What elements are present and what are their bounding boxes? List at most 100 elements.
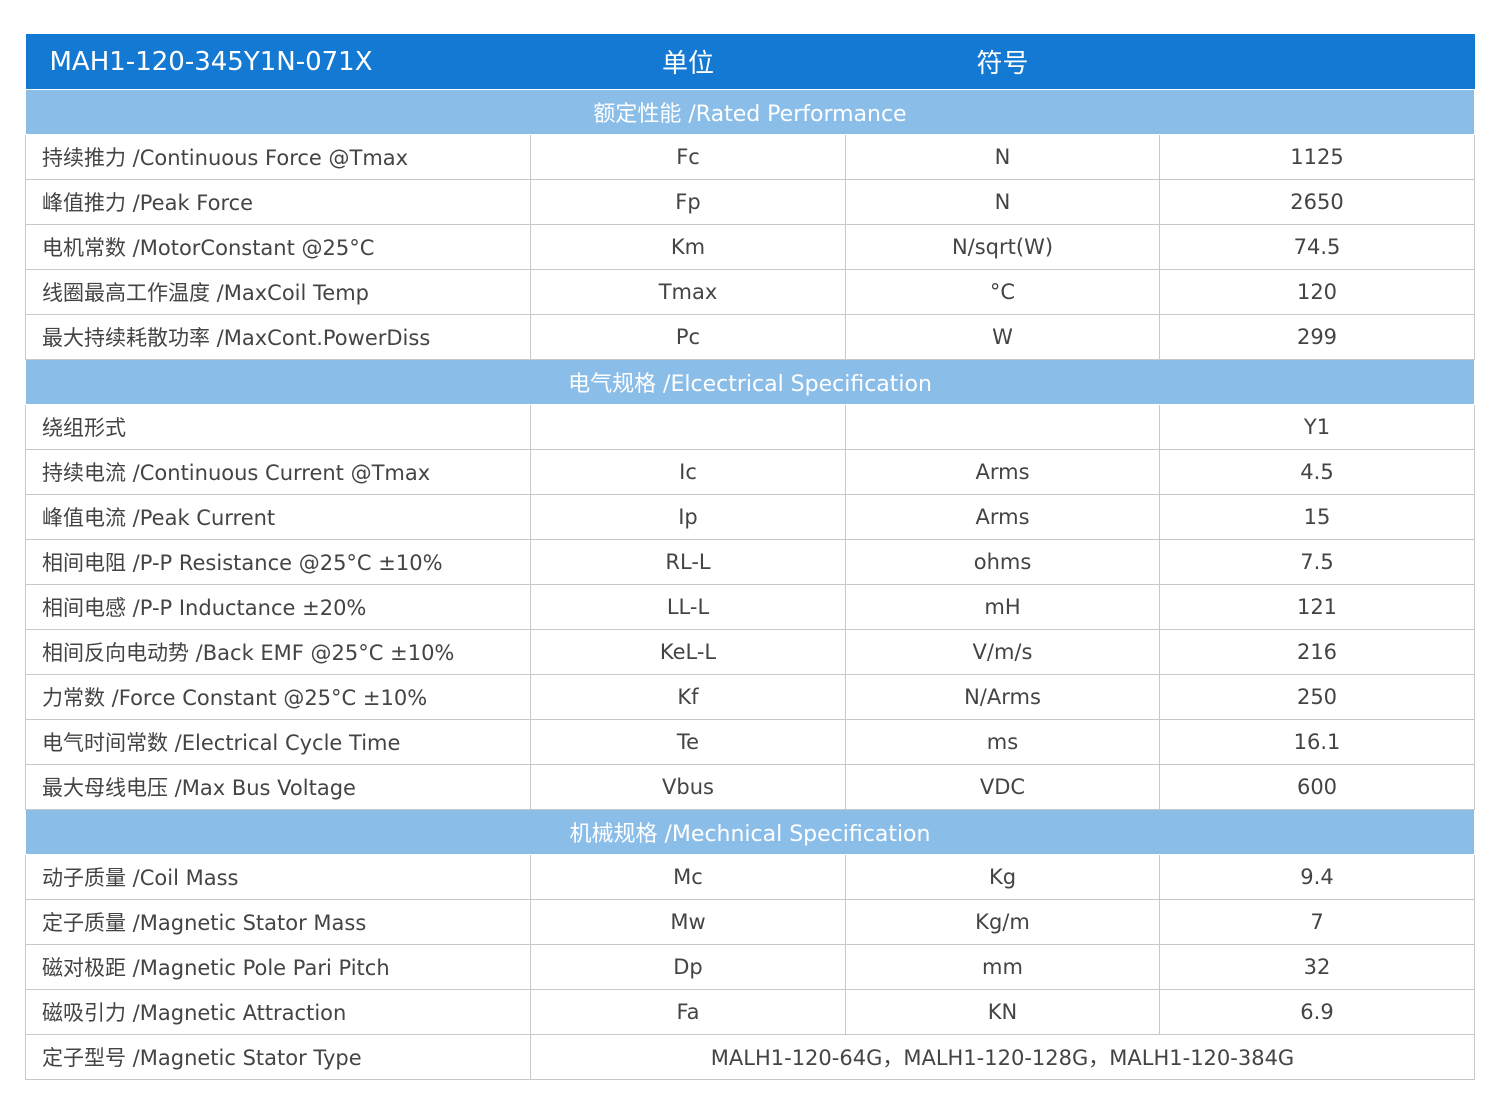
row-value: 2650 xyxy=(1159,179,1475,225)
stator-type-value: MALH1-120-64G，MALH1-120-128G，MALH1-120-3… xyxy=(530,1034,1475,1080)
row-symbol: Fa xyxy=(530,989,846,1035)
row-unit: Kg xyxy=(845,854,1160,900)
stator-type-label: 定子型号 /Magnetic Stator Type xyxy=(25,1034,531,1080)
row-unit: mH xyxy=(845,584,1160,630)
value-header xyxy=(1159,34,1475,90)
row-label: 定子质量 /Magnetic Stator Mass xyxy=(25,899,531,945)
row-label: 电气时间常数 /Electrical Cycle Time xyxy=(25,719,531,765)
table-row: 线圈最高工作温度 /MaxCoil Temp Tmax °C 120 xyxy=(25,269,1475,315)
table-row: 磁对极距 /Magnetic Pole Pari Pitch Dp mm 32 xyxy=(25,944,1475,990)
table-row: 最大持续耗散功率 /MaxCont.PowerDiss Pc W 299 xyxy=(25,314,1475,360)
table-row: 磁吸引力 /Magnetic Attraction Fa KN 6.9 xyxy=(25,989,1475,1035)
row-symbol: Fc xyxy=(530,134,846,180)
row-label: 线圈最高工作温度 /MaxCoil Temp xyxy=(25,269,531,315)
row-unit: °C xyxy=(845,269,1160,315)
row-unit: N/Arms xyxy=(845,674,1160,720)
row-unit: VDC xyxy=(845,764,1160,810)
row-value: 4.5 xyxy=(1159,449,1475,495)
row-label: 力常数 /Force Constant @25°C ±10% xyxy=(25,674,531,720)
section-header-electrical: 电气规格 /Elcectrical Specification xyxy=(25,359,1475,405)
row-symbol: LL-L xyxy=(530,584,846,630)
spec-table: MAH1-120-345Y1N-071X 单位 符号 额定性能 /Rated P… xyxy=(25,34,1475,1080)
row-label: 电机常数 /MotorConstant @25°C xyxy=(25,224,531,270)
unit-header: 单位 xyxy=(530,34,846,90)
row-symbol: Tmax xyxy=(530,269,846,315)
row-label: 持续电流 /Continuous Current @Tmax xyxy=(25,449,531,495)
row-symbol: Pc xyxy=(530,314,846,360)
table-row: 持续电流 /Continuous Current @Tmax Ic Arms 4.5 xyxy=(25,449,1475,495)
row-unit: KN xyxy=(845,989,1160,1035)
row-label: 最大持续耗散功率 /MaxCont.PowerDiss xyxy=(25,314,531,360)
row-unit: W xyxy=(845,314,1160,360)
row-label: 相间反向电动势 /Back EMF @25°C ±10% xyxy=(25,629,531,675)
row-unit xyxy=(845,404,1160,450)
row-symbol xyxy=(530,404,846,450)
section-header-mechanical: 机械规格 /Mechnical Specification xyxy=(25,809,1475,855)
table-row: 电机常数 /MotorConstant @25°C Km N/sqrt(W) 74.5 xyxy=(25,224,1475,270)
row-unit: ohms xyxy=(845,539,1160,585)
row-symbol: KeL-L xyxy=(530,629,846,675)
row-value: 299 xyxy=(1159,314,1475,360)
row-symbol: Dp xyxy=(530,944,846,990)
table-row: 力常数 /Force Constant @25°C ±10% Kf N/Arms 25… xyxy=(25,674,1475,720)
row-symbol: Km xyxy=(530,224,846,270)
row-value: 74.5 xyxy=(1159,224,1475,270)
model-header: MAH1-120-345Y1N-071X xyxy=(25,34,531,90)
row-value: Y1 xyxy=(1159,404,1475,450)
row-unit: Kg/m xyxy=(845,899,1160,945)
symbol-header: 符号 xyxy=(845,34,1160,90)
row-unit: ms xyxy=(845,719,1160,765)
row-label: 最大母线电压 /Max Bus Voltage xyxy=(25,764,531,810)
row-symbol: Fp xyxy=(530,179,846,225)
table-row: 最大母线电压 /Max Bus Voltage Vbus VDC 600 xyxy=(25,764,1475,810)
row-label: 磁吸引力 /Magnetic Attraction xyxy=(25,989,531,1035)
table-row: 动子质量 /Coil Mass Mc Kg 9.4 xyxy=(25,854,1475,900)
table-row: 峰值电流 /Peak Current Ip Arms 15 xyxy=(25,494,1475,540)
row-label: 动子质量 /Coil Mass xyxy=(25,854,531,900)
row-unit: N/sqrt(W) xyxy=(845,224,1160,270)
row-symbol: Kf xyxy=(530,674,846,720)
row-value: 120 xyxy=(1159,269,1475,315)
table-row: 定子质量 /Magnetic Stator Mass Mw Kg/m 7 xyxy=(25,899,1475,945)
row-value: 216 xyxy=(1159,629,1475,675)
row-value: 250 xyxy=(1159,674,1475,720)
row-symbol: RL-L xyxy=(530,539,846,585)
row-value: 6.9 xyxy=(1159,989,1475,1035)
row-symbol: Ip xyxy=(530,494,846,540)
table-row: 绕组形式 Y1 xyxy=(25,404,1475,450)
row-value: 9.4 xyxy=(1159,854,1475,900)
row-value: 16.1 xyxy=(1159,719,1475,765)
row-label: 绕组形式 xyxy=(25,404,531,450)
row-value: 7 xyxy=(1159,899,1475,945)
row-label: 持续推力 /Continuous Force @Tmax xyxy=(25,134,531,180)
row-value: 1125 xyxy=(1159,134,1475,180)
table-row: 持续推力 /Continuous Force @Tmax Fc N 1125 xyxy=(25,134,1475,180)
table-body: 额定性能 /Rated Performance 持续推力 /Continuous… xyxy=(25,89,1475,1080)
stator-type-row: 定子型号 /Magnetic Stator Type MALH1-120-64G… xyxy=(25,1034,1475,1080)
table-row: 相间电感 /P-P Inductance ±20% LL-L mH 121 xyxy=(25,584,1475,630)
row-label: 相间电阻 /P-P Resistance @25°C ±10% xyxy=(25,539,531,585)
row-unit: N xyxy=(845,134,1160,180)
row-symbol: Ic xyxy=(530,449,846,495)
row-value: 15 xyxy=(1159,494,1475,540)
row-unit: V/m/s xyxy=(845,629,1160,675)
row-unit: mm xyxy=(845,944,1160,990)
spec-table-container: MAH1-120-345Y1N-071X 单位 符号 额定性能 /Rated P… xyxy=(25,34,1475,1080)
row-value: 600 xyxy=(1159,764,1475,810)
table-header-row: MAH1-120-345Y1N-071X 单位 符号 xyxy=(25,34,1475,90)
row-unit: N xyxy=(845,179,1160,225)
row-value: 121 xyxy=(1159,584,1475,630)
row-symbol: Mw xyxy=(530,899,846,945)
row-symbol: Te xyxy=(530,719,846,765)
table-row: 电气时间常数 /Electrical Cycle Time Te ms 16.1 xyxy=(25,719,1475,765)
row-label: 相间电感 /P-P Inductance ±20% xyxy=(25,584,531,630)
row-unit: Arms xyxy=(845,449,1160,495)
row-label: 峰值推力 /Peak Force xyxy=(25,179,531,225)
section-header-rated: 额定性能 /Rated Performance xyxy=(25,89,1475,135)
table-row: 峰值推力 /Peak Force Fp N 2650 xyxy=(25,179,1475,225)
row-value: 32 xyxy=(1159,944,1475,990)
row-symbol: Vbus xyxy=(530,764,846,810)
row-symbol: Mc xyxy=(530,854,846,900)
table-row: 相间电阻 /P-P Resistance @25°C ±10% RL-L ohms 7… xyxy=(25,539,1475,585)
row-label: 峰值电流 /Peak Current xyxy=(25,494,531,540)
